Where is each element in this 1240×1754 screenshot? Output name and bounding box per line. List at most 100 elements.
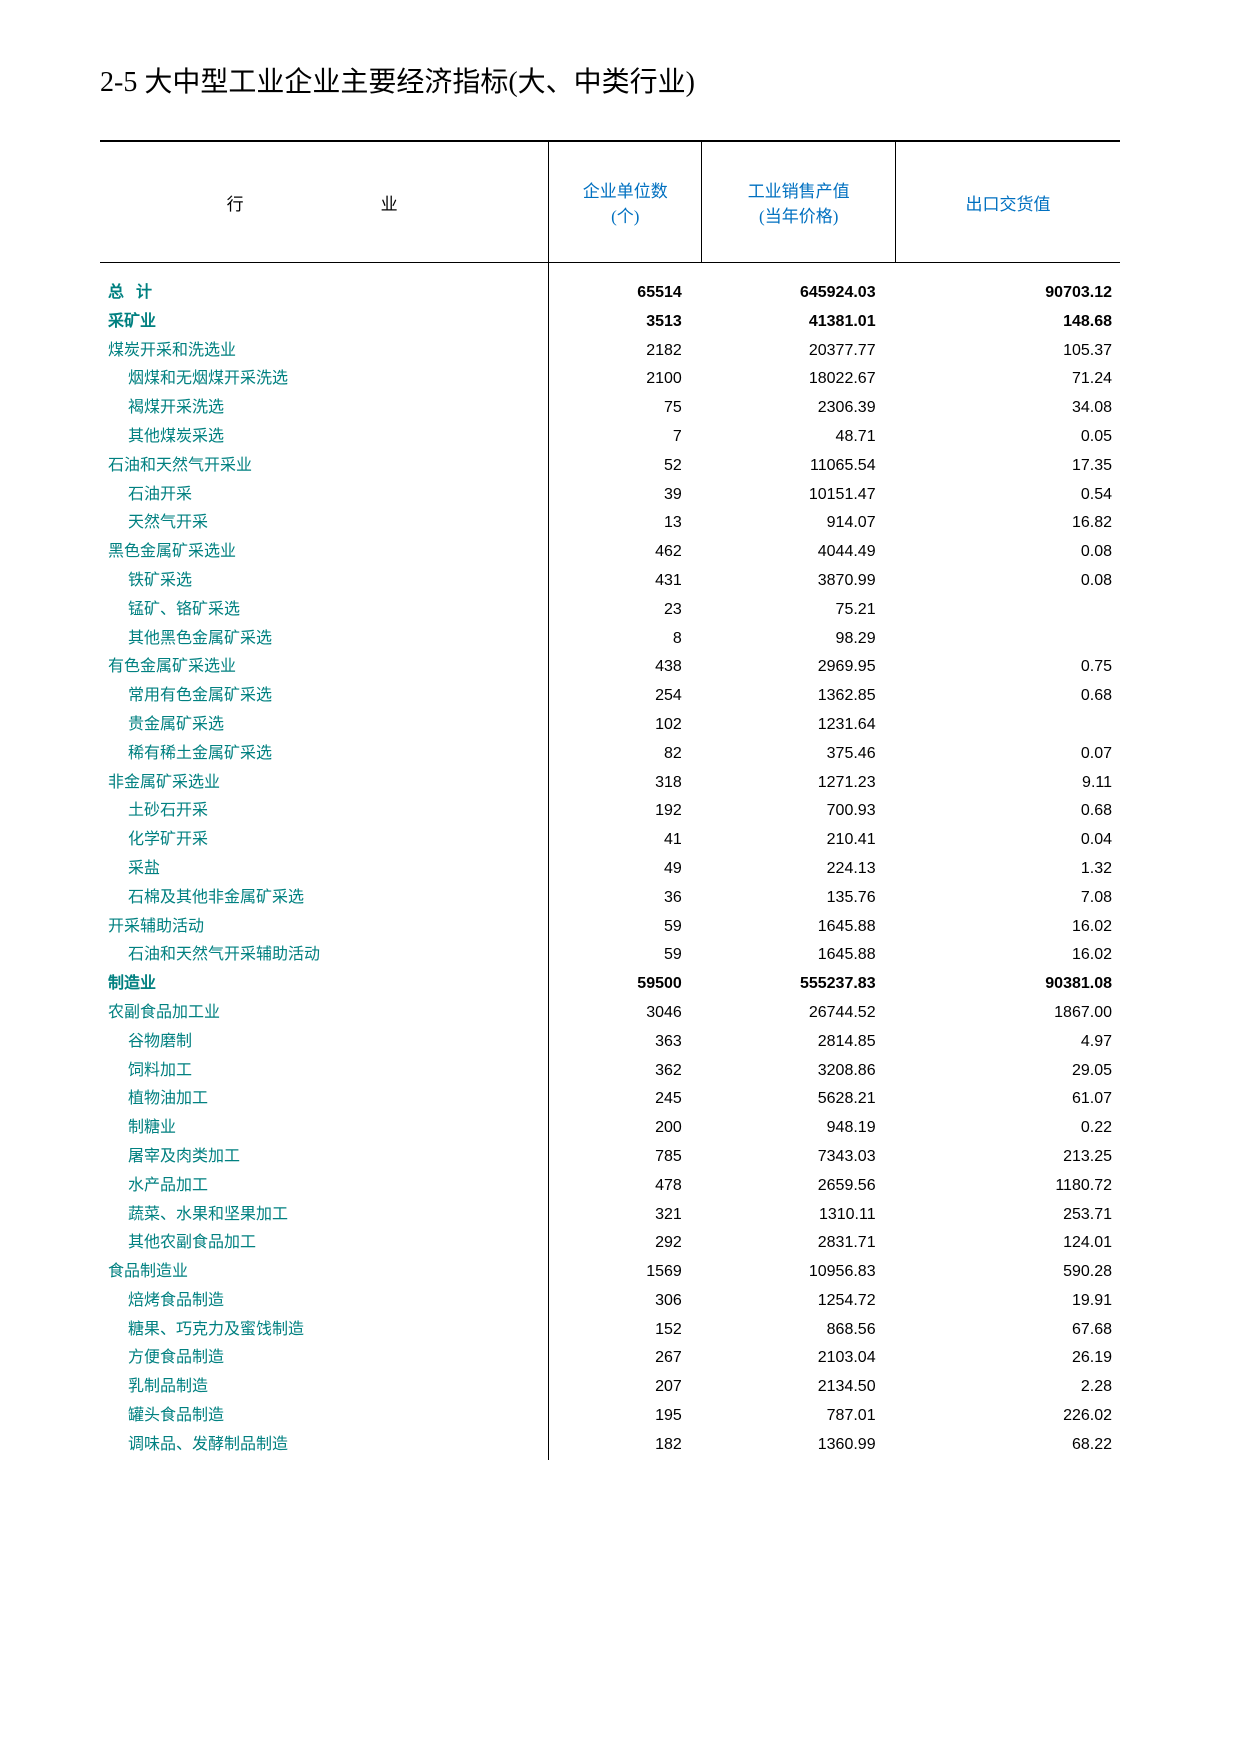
industry-label: 其他黑色金属矿采选 bbox=[100, 625, 549, 654]
table-row: 水产品加工4782659.561180.72 bbox=[100, 1172, 1120, 1201]
enterprise-count: 200 bbox=[549, 1114, 702, 1143]
table-row: 植物油加工2455628.2161.07 bbox=[100, 1085, 1120, 1114]
sales-value: 48.71 bbox=[702, 423, 896, 452]
enterprise-count: 292 bbox=[549, 1229, 702, 1258]
enterprise-count: 65514 bbox=[549, 263, 702, 308]
industry-label: 褐煤开采洗选 bbox=[100, 394, 549, 423]
sales-value: 5628.21 bbox=[702, 1085, 896, 1114]
industry-label: 石油和天然气开采业 bbox=[100, 452, 549, 481]
enterprise-count: 267 bbox=[549, 1344, 702, 1373]
industry-label: 采矿业 bbox=[100, 308, 549, 337]
enterprise-count: 306 bbox=[549, 1287, 702, 1316]
enterprise-count: 207 bbox=[549, 1373, 702, 1402]
industry-label: 乳制品制造 bbox=[100, 1373, 549, 1402]
table-row: 煤炭开采和洗选业218220377.77105.37 bbox=[100, 337, 1120, 366]
enterprise-count: 3046 bbox=[549, 999, 702, 1028]
table-row: 黑色金属矿采选业4624044.490.08 bbox=[100, 538, 1120, 567]
table-body: 总 计65514645924.0390703.12采矿业351341381.01… bbox=[100, 263, 1120, 1460]
export-value: 26.19 bbox=[896, 1344, 1120, 1373]
export-value: 0.08 bbox=[896, 567, 1120, 596]
industry-label: 化学矿开采 bbox=[100, 826, 549, 855]
table-row: 饲料加工3623208.8629.05 bbox=[100, 1057, 1120, 1086]
sales-value: 41381.01 bbox=[702, 308, 896, 337]
sales-value: 2659.56 bbox=[702, 1172, 896, 1201]
sales-value: 2134.50 bbox=[702, 1373, 896, 1402]
table-row: 开采辅助活动591645.8816.02 bbox=[100, 913, 1120, 942]
sales-value: 3208.86 bbox=[702, 1057, 896, 1086]
table-row: 糖果、巧克力及蜜饯制造152868.5667.68 bbox=[100, 1316, 1120, 1345]
export-value: 16.02 bbox=[896, 941, 1120, 970]
table-row: 非金属矿采选业3181271.239.11 bbox=[100, 769, 1120, 798]
export-value: 0.08 bbox=[896, 538, 1120, 567]
industry-label: 石油和天然气开采辅助活动 bbox=[100, 941, 549, 970]
industry-label: 调味品、发酵制品制造 bbox=[100, 1431, 549, 1460]
enterprise-count: 13 bbox=[549, 509, 702, 538]
sales-value: 2103.04 bbox=[702, 1344, 896, 1373]
industry-label: 石油开采 bbox=[100, 481, 549, 510]
export-value: 0.75 bbox=[896, 653, 1120, 682]
table-header-row: 行 业 企业单位数(个) 工业销售产值(当年价格) 出口交货值 bbox=[100, 141, 1120, 263]
table-row: 石油和天然气开采业5211065.5417.35 bbox=[100, 452, 1120, 481]
industry-label: 铁矿采选 bbox=[100, 567, 549, 596]
table-row: 其他黑色金属矿采选898.29 bbox=[100, 625, 1120, 654]
enterprise-count: 59 bbox=[549, 913, 702, 942]
table-row: 食品制造业156910956.83590.28 bbox=[100, 1258, 1120, 1287]
industry-label: 常用有色金属矿采选 bbox=[100, 682, 549, 711]
export-value: 1867.00 bbox=[896, 999, 1120, 1028]
table-row: 其他煤炭采选748.710.05 bbox=[100, 423, 1120, 452]
industry-label: 饲料加工 bbox=[100, 1057, 549, 1086]
enterprise-count: 52 bbox=[549, 452, 702, 481]
table-row: 采矿业351341381.01148.68 bbox=[100, 308, 1120, 337]
sales-value: 1310.11 bbox=[702, 1201, 896, 1230]
enterprise-count: 362 bbox=[549, 1057, 702, 1086]
industry-label: 方便食品制造 bbox=[100, 1344, 549, 1373]
sales-value: 7343.03 bbox=[702, 1143, 896, 1172]
sales-value: 375.46 bbox=[702, 740, 896, 769]
industry-label: 糖果、巧克力及蜜饯制造 bbox=[100, 1316, 549, 1345]
enterprise-count: 49 bbox=[549, 855, 702, 884]
sales-value: 135.76 bbox=[702, 884, 896, 913]
enterprise-count: 1569 bbox=[549, 1258, 702, 1287]
export-value: 590.28 bbox=[896, 1258, 1120, 1287]
industry-label: 罐头食品制造 bbox=[100, 1402, 549, 1431]
export-value: 124.01 bbox=[896, 1229, 1120, 1258]
sales-value: 1362.85 bbox=[702, 682, 896, 711]
enterprise-count: 438 bbox=[549, 653, 702, 682]
table-row: 其他农副食品加工2922831.71124.01 bbox=[100, 1229, 1120, 1258]
sales-value: 2306.39 bbox=[702, 394, 896, 423]
header-count: 企业单位数(个) bbox=[549, 141, 702, 263]
export-value bbox=[896, 711, 1120, 740]
industry-label: 总 计 bbox=[100, 263, 549, 308]
industry-label: 植物油加工 bbox=[100, 1085, 549, 1114]
export-value: 9.11 bbox=[896, 769, 1120, 798]
industry-label: 蔬菜、水果和坚果加工 bbox=[100, 1201, 549, 1230]
export-value: 4.97 bbox=[896, 1028, 1120, 1057]
table-row: 采盐49224.131.32 bbox=[100, 855, 1120, 884]
enterprise-count: 321 bbox=[549, 1201, 702, 1230]
enterprise-count: 41 bbox=[549, 826, 702, 855]
table-row: 铁矿采选4313870.990.08 bbox=[100, 567, 1120, 596]
table-row: 调味品、发酵制品制造1821360.9968.22 bbox=[100, 1431, 1120, 1460]
enterprise-count: 8 bbox=[549, 625, 702, 654]
export-value bbox=[896, 596, 1120, 625]
table-row: 贵金属矿采选1021231.64 bbox=[100, 711, 1120, 740]
industry-label: 焙烤食品制造 bbox=[100, 1287, 549, 1316]
table-row: 常用有色金属矿采选2541362.850.68 bbox=[100, 682, 1120, 711]
export-value: 2.28 bbox=[896, 1373, 1120, 1402]
sales-value: 224.13 bbox=[702, 855, 896, 884]
industry-label: 其他农副食品加工 bbox=[100, 1229, 549, 1258]
economic-indicators-table: 行 业 企业单位数(个) 工业销售产值(当年价格) 出口交货值 总 计65514… bbox=[100, 140, 1120, 1460]
enterprise-count: 195 bbox=[549, 1402, 702, 1431]
table-row: 谷物磨制3632814.854.97 bbox=[100, 1028, 1120, 1057]
enterprise-count: 152 bbox=[549, 1316, 702, 1345]
enterprise-count: 318 bbox=[549, 769, 702, 798]
sales-value: 914.07 bbox=[702, 509, 896, 538]
enterprise-count: 75 bbox=[549, 394, 702, 423]
sales-value: 1645.88 bbox=[702, 913, 896, 942]
export-value: 148.68 bbox=[896, 308, 1120, 337]
enterprise-count: 462 bbox=[549, 538, 702, 567]
table-row: 石油和天然气开采辅助活动591645.8816.02 bbox=[100, 941, 1120, 970]
table-row: 蔬菜、水果和坚果加工3211310.11253.71 bbox=[100, 1201, 1120, 1230]
table-row: 天然气开采13914.0716.82 bbox=[100, 509, 1120, 538]
table-row: 褐煤开采洗选752306.3934.08 bbox=[100, 394, 1120, 423]
